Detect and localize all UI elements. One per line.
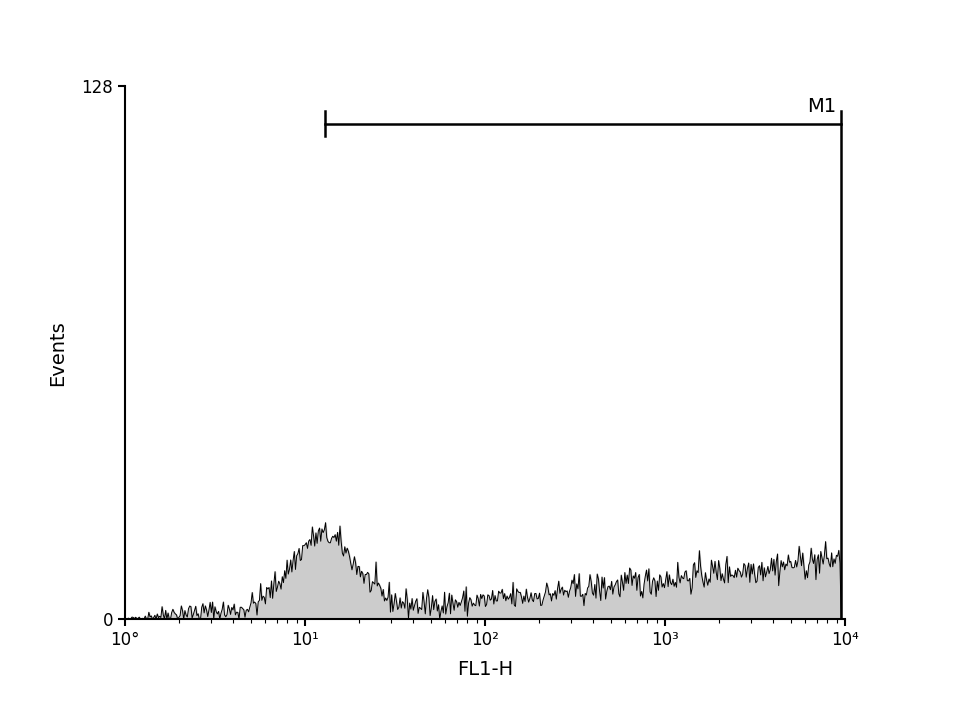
Y-axis label: Events: Events [48, 320, 67, 386]
Text: M1: M1 [806, 96, 836, 115]
X-axis label: FL1-H: FL1-H [457, 660, 513, 679]
